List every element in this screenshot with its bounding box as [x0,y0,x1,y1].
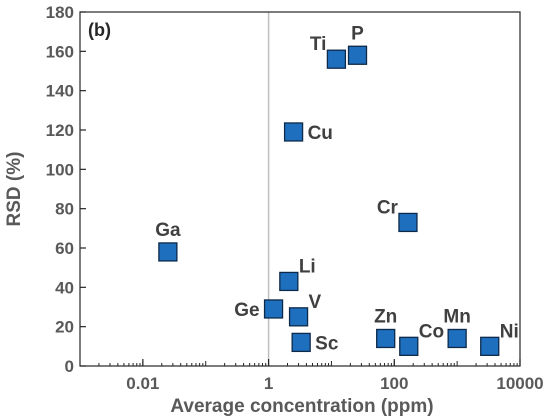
point-label-li: Li [299,256,316,277]
y-tick-label: 160 [46,42,74,61]
data-point-zn [376,328,396,349]
y-tick-label: 120 [46,121,74,140]
y-tick-label: 80 [55,200,74,219]
point-label-cr: Cr [377,197,399,218]
data-point-p [347,45,368,65]
data-point-co [399,336,419,356]
point-label-ge: Ge [234,300,259,321]
y-tick-label: 60 [55,239,74,258]
data-point-ni [480,336,500,356]
y-tick-label: 180 [46,3,74,22]
data-point-sc [291,332,311,353]
x-tick-label: 10000 [496,374,543,393]
data-point-ge [263,299,284,319]
x-axis-title: Average concentration (ppm) [170,396,433,417]
x-tick-label: 1 [264,374,273,393]
y-axis-title: RSD (%) [4,152,25,227]
data-point-li [279,271,299,292]
y-tick-label: 40 [55,278,74,297]
data-point-ti [326,49,347,69]
data-point-cr [398,212,418,233]
y-tick-label: 140 [46,82,74,101]
point-label-ni: Ni [500,321,519,342]
data-point-v [288,307,309,327]
point-label-sc: Sc [315,333,339,354]
point-label-ga: Ga [155,220,181,241]
ticks-layer: 0 20 40 60 80 100 120 140 160 180 0.01 1 100 10000 [46,3,544,393]
point-label-ti: Ti [310,34,327,55]
data-point-mn [447,328,467,349]
point-label-mn: Mn [443,306,470,327]
x-tick-label: 100 [380,374,408,393]
y-tick-label: 100 [46,160,74,179]
point-label-p: P [351,23,364,44]
point-label-co: Co [419,321,444,342]
y-tick-label: 0 [65,357,74,376]
point-label-v: V [309,292,322,313]
data-point-cu [283,122,304,142]
x-tick-label: 0.01 [126,374,159,393]
point-label-zn: Zn [374,306,397,327]
y-tick-label: 20 [55,318,74,337]
plot-frame [79,11,521,367]
data-point-ga [158,242,178,262]
panel-label: (b) [88,20,111,40]
point-label-cu: Cu [308,123,333,144]
